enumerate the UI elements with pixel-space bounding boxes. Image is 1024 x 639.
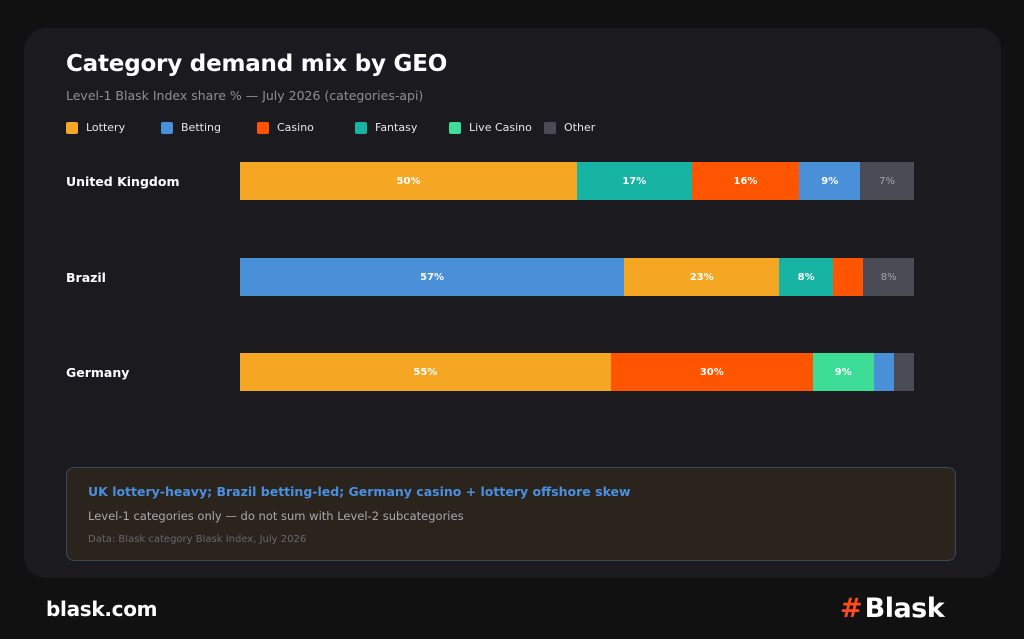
- legend-swatch: [449, 121, 461, 134]
- bar-segment-lottery: 23%: [624, 258, 780, 296]
- legend-item-casino: Casino: [257, 121, 314, 134]
- bar-segment-lottery: 55%: [240, 353, 611, 391]
- chart-subtitle: Level-1 Blask Index share % — July 2026 …: [66, 88, 424, 103]
- bar-segment-betting: 9%: [799, 162, 861, 200]
- bar-segment-live-casino: 9%: [812, 353, 874, 391]
- legend-swatch: [66, 121, 78, 134]
- legend-label: Fantasy: [375, 121, 418, 134]
- bar-segment-casino: 16%: [691, 162, 800, 200]
- legend-swatch: [544, 121, 556, 134]
- brand-hash-icon: #: [840, 592, 863, 624]
- row-label: Brazil: [66, 270, 106, 285]
- legend-swatch: [257, 121, 269, 134]
- chart-title: Category demand mix by GEO: [66, 51, 448, 77]
- legend-item-betting: Betting: [161, 121, 221, 134]
- legend-item-fantasy: Fantasy: [355, 121, 417, 134]
- bar-segment-other: [893, 353, 914, 391]
- legend-label: Live Casino: [469, 121, 532, 134]
- stacked-bar: 57% 23% 8% 8%: [240, 258, 914, 296]
- stacked-bar: 55% 30% 9%: [240, 353, 914, 391]
- row-label: United Kingdom: [66, 174, 180, 189]
- legend-swatch: [161, 121, 173, 134]
- legend-label: Other: [564, 121, 596, 134]
- bar-segment-casino: [833, 258, 864, 296]
- note-headline: UK lottery-heavy; Brazil betting-led; Ge…: [88, 484, 631, 499]
- brand-name: Blask: [864, 592, 945, 624]
- bar-segment-betting: [873, 353, 894, 391]
- stacked-bar: 50% 17% 16% 9% 7%: [240, 162, 914, 200]
- legend-swatch: [355, 121, 367, 134]
- chart-card: Category demand mix by GEO Level-1 Blask…: [24, 28, 1001, 578]
- legend-label: Lottery: [86, 121, 126, 134]
- brand-logo: # Blask: [840, 592, 945, 624]
- legend-item-live-casino: Live Casino: [449, 121, 532, 134]
- bar-segment-other: 7%: [860, 162, 914, 200]
- footer-url: blask.com: [46, 597, 158, 621]
- bar-segment-fantasy: 8%: [779, 258, 834, 296]
- note-body: Level-1 categories only — do not sum wit…: [88, 509, 464, 523]
- bar-segment-betting: 57%: [240, 258, 625, 296]
- legend-item-other: Other: [544, 121, 595, 134]
- bar-segment-lottery: 50%: [240, 162, 577, 200]
- legend-item-lottery: Lottery: [66, 121, 125, 134]
- note-source: Data: Blask category Blask Index, July 2…: [88, 534, 307, 545]
- bar-segment-fantasy: 17%: [577, 162, 692, 200]
- legend-label: Betting: [181, 121, 221, 134]
- bar-segment-other: 8%: [863, 258, 914, 296]
- bar-segment-casino: 30%: [610, 353, 813, 391]
- legend-label: Casino: [277, 121, 314, 134]
- insight-note: UK lottery-heavy; Brazil betting-led; Ge…: [66, 467, 956, 561]
- row-label: Germany: [66, 365, 130, 380]
